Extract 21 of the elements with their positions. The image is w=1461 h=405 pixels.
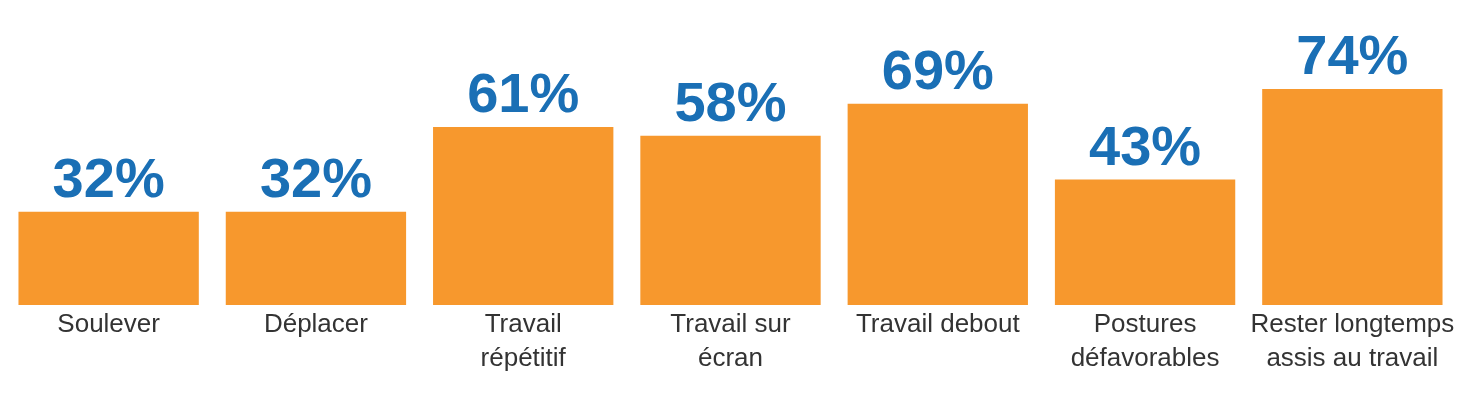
bar (18, 211, 199, 305)
data-label: 61% (467, 61, 580, 125)
x-tick-label: Travail répétitif (480, 308, 567, 372)
bar (433, 127, 614, 305)
bar (1054, 179, 1236, 305)
bar (847, 103, 1028, 305)
data-label: 32% (259, 145, 372, 209)
x-tick-label: Travail sur écran (670, 308, 792, 372)
data-label: 58% (674, 69, 787, 133)
bar (225, 211, 407, 305)
bar (640, 135, 821, 305)
data-label: 69% (881, 37, 994, 101)
data-label: 43% (1089, 113, 1202, 177)
data-label: 74% (1296, 23, 1409, 87)
x-tick-label: Rester longtemps assis au travail (1250, 308, 1455, 372)
x-tick-label: Postures défavorables (1070, 308, 1220, 372)
bar (1262, 89, 1443, 305)
x-tick-label: Travail debout (855, 308, 1021, 338)
x-tick-label: Déplacer (263, 308, 369, 338)
data-label: 32% (52, 145, 165, 209)
x-tick-label: Soulever (57, 308, 161, 338)
